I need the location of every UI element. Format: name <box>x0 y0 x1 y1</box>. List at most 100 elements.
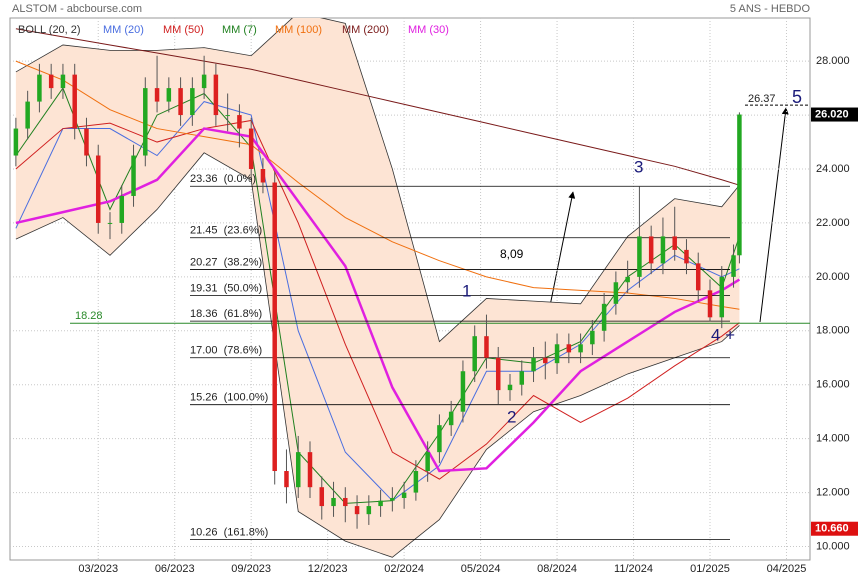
annotation: 2 <box>507 407 516 426</box>
x-tick-label: 04/2025 <box>767 563 807 575</box>
price-tag-label: 26.020 <box>815 108 849 120</box>
candle-body <box>284 471 289 488</box>
legend-entry: MM (200) <box>342 24 389 36</box>
candle-body <box>437 425 442 453</box>
price-tag <box>811 521 858 536</box>
fib-label: 17.00 (78.6%) <box>190 345 262 357</box>
candle-body <box>554 344 560 364</box>
y-tick-label: 12.000 <box>816 486 850 498</box>
y-tick-label: 20.000 <box>816 271 850 283</box>
candle-body <box>237 115 242 129</box>
candle-body <box>319 487 325 507</box>
candle-body <box>519 371 525 385</box>
support-label: 18.28 <box>75 310 103 322</box>
annotation: 4 + <box>711 325 735 344</box>
candle-body <box>331 497 336 507</box>
candle-body <box>84 128 89 156</box>
candle-body <box>672 236 677 250</box>
candle-body <box>119 195 125 223</box>
target-label: 26.37 <box>748 93 776 105</box>
candle-body <box>354 506 360 515</box>
x-tick-label: 09/2023 <box>231 563 271 575</box>
candle-body <box>248 128 254 170</box>
fib-label: 18.36 (61.8%) <box>190 308 262 320</box>
candle-body <box>425 452 430 472</box>
y-tick-label: 16.000 <box>816 379 850 391</box>
annotation: 5 <box>792 87 802 107</box>
fib-label: 15.26 (100.0%) <box>190 392 268 404</box>
candle-body <box>684 249 689 264</box>
legend-entry: MM (100) <box>275 24 322 36</box>
candle-body <box>590 330 595 345</box>
price-tag-label: 10.660 <box>815 523 849 535</box>
x-tick-label: 06/2023 <box>155 563 195 575</box>
candle-body <box>107 222 113 224</box>
candle-body <box>13 128 19 156</box>
candle-body <box>625 276 630 283</box>
fib-label: 23.36 (0.0%) <box>190 173 256 185</box>
candle-body <box>566 344 572 353</box>
candle-body <box>637 236 642 277</box>
candle-body <box>213 74 219 116</box>
bollinger-band <box>15 18 740 558</box>
candle-body <box>731 255 736 277</box>
annotation: 1 <box>462 281 471 300</box>
candle-body <box>60 74 66 89</box>
candle-body <box>578 344 583 353</box>
candle-body <box>484 336 489 358</box>
candle-body <box>460 371 466 412</box>
candle-body <box>154 88 160 102</box>
moving-average <box>15 28 740 186</box>
candle-body <box>166 88 172 102</box>
candle-body <box>507 384 513 391</box>
price-tag <box>811 107 858 122</box>
candle-body <box>190 88 195 116</box>
candle-body <box>695 263 701 291</box>
legend-entry: MM (7) <box>222 24 257 36</box>
candle-body <box>448 411 454 426</box>
bollinger-line <box>15 152 740 558</box>
fib-label: 19.31 (50.0%) <box>190 282 262 294</box>
candle-body <box>531 357 536 372</box>
candle-body <box>648 236 654 264</box>
candle-body <box>495 357 501 391</box>
legend-entry: BOLL (20, 2) <box>18 24 81 36</box>
moving-average <box>15 60 740 310</box>
x-tick-label: 02/2024 <box>384 563 424 575</box>
x-tick-label: 01/2025 <box>690 563 730 575</box>
plot-frame <box>9 17 811 561</box>
candle-body <box>343 497 348 507</box>
candle-body <box>390 497 395 501</box>
candle-body <box>72 74 77 129</box>
candle-body <box>543 357 548 364</box>
y-tick-label: 18.000 <box>816 325 850 337</box>
candle-body <box>472 336 477 372</box>
candle-body <box>401 492 407 498</box>
legend-entry: MM (30) <box>408 24 449 36</box>
chart-title: ALSTOM - abcbourse.com <box>12 3 142 15</box>
fib-label: 10.26 (161.8%) <box>190 526 268 538</box>
moving-average <box>15 127 741 473</box>
x-tick-label: 08/2024 <box>537 563 577 575</box>
legend-entry: MM (20) <box>103 24 144 36</box>
annotation: 8,09 <box>500 247 524 261</box>
arrow <box>759 107 789 323</box>
chart-subtitle: 5 ANS - HEBDO <box>730 3 811 15</box>
candle-body <box>307 452 313 488</box>
candle-body <box>707 290 713 318</box>
candle-body <box>225 115 230 117</box>
fib-label: 20.27 (38.2%) <box>190 256 262 268</box>
candle-body <box>25 101 30 129</box>
y-tick-label: 14.000 <box>816 433 850 445</box>
candle-body <box>660 236 666 264</box>
candle-body <box>178 88 183 116</box>
candle-body <box>719 276 725 318</box>
fib-label: 21.45 (23.6%) <box>190 225 262 237</box>
candle-body <box>366 506 372 515</box>
candle-body <box>131 155 136 196</box>
candle-body <box>201 74 207 89</box>
y-tick-label: 28.000 <box>816 55 850 67</box>
y-tick-label: 10.000 <box>816 540 850 552</box>
candle-body <box>143 88 148 156</box>
